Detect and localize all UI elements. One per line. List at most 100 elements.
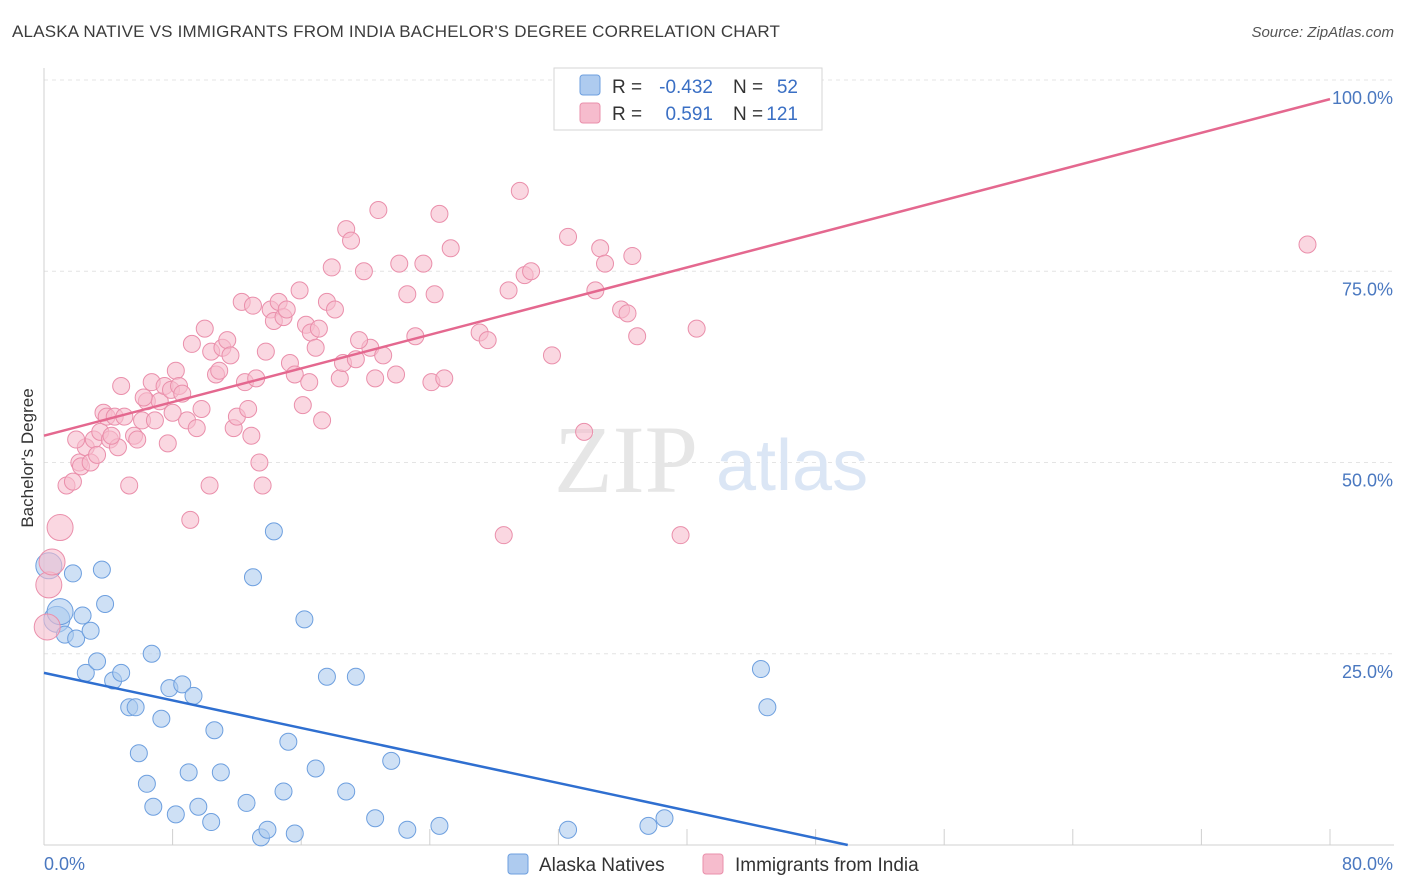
alaska-native-point bbox=[346, 667, 365, 686]
stats-n-label-blue: N = bbox=[733, 77, 763, 98]
alaska-native-point bbox=[173, 675, 192, 694]
alaska-natives-trendline bbox=[43, 671, 849, 847]
alaska-native-point bbox=[144, 797, 163, 816]
india-immigrant-point bbox=[256, 342, 275, 361]
india-immigrant-point bbox=[112, 377, 131, 395]
source-label: Source: ZipAtlas.com bbox=[1251, 24, 1394, 41]
alaska-native-point bbox=[73, 606, 92, 625]
india-immigrant-point bbox=[243, 296, 262, 315]
alaska-native-point bbox=[382, 751, 401, 770]
india-immigrant-point bbox=[134, 388, 153, 407]
india-immigrant-point bbox=[628, 327, 647, 346]
alaska-native-point bbox=[184, 686, 203, 705]
legend-label-immigrants-india: Immigrants from India bbox=[735, 855, 919, 876]
india-immigrant-point bbox=[623, 246, 642, 265]
alaska-native-point bbox=[211, 763, 230, 782]
y-tick-label: 50.0% bbox=[1342, 471, 1393, 491]
india-immigrant-point bbox=[591, 239, 610, 258]
alaska-native-point bbox=[559, 820, 578, 839]
india-immigrant-point bbox=[309, 319, 328, 338]
legend-label-alaska-natives: Alaska Natives bbox=[539, 855, 665, 876]
alaska-native-point bbox=[237, 793, 256, 812]
alaska-native-point bbox=[189, 797, 208, 816]
india-immigrant-point bbox=[398, 285, 417, 304]
x-tick-label: 0.0% bbox=[44, 854, 85, 874]
alaska-native-point bbox=[137, 774, 156, 793]
india-immigrant-point bbox=[120, 476, 139, 495]
alaska-native-point bbox=[81, 621, 100, 640]
india-immigrant-point bbox=[366, 369, 385, 388]
india-immigrant-point bbox=[300, 373, 319, 392]
india-immigrant-point bbox=[618, 304, 637, 323]
x-tick-label: 80.0% bbox=[1342, 854, 1393, 874]
india-immigrant-point bbox=[322, 258, 341, 277]
alaska-native-point bbox=[366, 809, 385, 828]
legend-swatch-immigrants-india bbox=[702, 853, 724, 875]
stats-n-value-blue: 52 bbox=[777, 77, 798, 98]
india-immigrant-point bbox=[499, 281, 518, 300]
stats-n-label-pink: N = bbox=[733, 104, 763, 125]
india-immigrant-point bbox=[354, 262, 373, 281]
india-immigrant-point bbox=[575, 422, 594, 441]
india-immigrant-point bbox=[596, 254, 615, 273]
india-immigrant-point bbox=[158, 434, 177, 453]
alaska-native-point bbox=[129, 744, 148, 763]
india-immigrants-trendline bbox=[43, 97, 1331, 437]
india-immigrant-point bbox=[293, 396, 312, 415]
alaska-native-point bbox=[337, 782, 356, 801]
y-axis-title: Bachelor's Degree bbox=[18, 388, 37, 527]
india-immigrant-point bbox=[306, 338, 325, 357]
india-immigrant-point bbox=[221, 346, 240, 365]
watermark-zip: ZIP bbox=[554, 406, 698, 513]
india-immigrant-point bbox=[390, 254, 409, 273]
chart-title: ALASKA NATIVE VS IMMIGRANTS FROM INDIA B… bbox=[12, 22, 781, 41]
y-tick-labels: 25.0% 50.0% 75.0% 100.0% bbox=[1332, 88, 1393, 682]
alaska-native-point bbox=[179, 763, 198, 782]
stats-swatch-blue bbox=[579, 74, 601, 96]
india-immigrant-point bbox=[102, 426, 121, 445]
stats-r-value-pink: 0.591 bbox=[665, 104, 713, 125]
india-immigrant-point bbox=[187, 419, 206, 438]
india-immigrant-point bbox=[414, 254, 433, 273]
india-immigrant-point bbox=[195, 319, 214, 338]
stats-legend: R = -0.432 N = 52 R = 0.591 N = 121 bbox=[553, 67, 823, 131]
alaska-native-point bbox=[88, 652, 107, 671]
india-immigrant-point bbox=[559, 227, 578, 246]
india-immigrant-point bbox=[350, 331, 369, 350]
alaska-native-point bbox=[751, 660, 770, 679]
india-immigrant-point bbox=[435, 369, 454, 388]
india-immigrant-point bbox=[242, 426, 261, 445]
alaska-native-point bbox=[166, 805, 185, 824]
india-immigrant-point bbox=[33, 613, 61, 641]
india-immigrant-point bbox=[542, 346, 561, 365]
india-immigrant-point bbox=[192, 399, 211, 418]
alaska-native-point bbox=[285, 824, 304, 843]
india-immigrant-point bbox=[277, 300, 296, 319]
alaska-native-point bbox=[398, 820, 417, 839]
alaska-native-point bbox=[306, 759, 325, 778]
india-immigrant-point bbox=[128, 430, 147, 449]
alaska-native-point bbox=[655, 809, 674, 828]
watermark: ZIP atlas bbox=[554, 406, 868, 513]
india-immigrant-point bbox=[425, 285, 444, 304]
india-immigrant-point bbox=[181, 510, 200, 529]
india-immigrant-point bbox=[35, 571, 63, 599]
alaska-native-point bbox=[264, 522, 283, 541]
alaska-native-point bbox=[152, 709, 171, 728]
india-immigrant-point bbox=[88, 445, 107, 464]
alaska-native-point bbox=[317, 667, 336, 686]
y-tick-label: 75.0% bbox=[1342, 279, 1393, 299]
india-immigrant-point bbox=[218, 331, 237, 350]
stats-n-value-pink: 121 bbox=[766, 104, 798, 125]
india-immigrant-point bbox=[441, 239, 460, 258]
stats-r-label-blue: R = bbox=[612, 77, 642, 98]
alaska-native-point bbox=[430, 816, 449, 835]
alaska-native-point bbox=[758, 698, 777, 717]
alaska-native-point bbox=[279, 732, 298, 751]
alaska-native-point bbox=[96, 595, 115, 614]
india-immigrant-point bbox=[494, 526, 513, 545]
stats-r-value-blue: -0.432 bbox=[659, 77, 713, 98]
alaska-native-point bbox=[205, 721, 224, 740]
india-immigrant-point bbox=[522, 262, 541, 281]
